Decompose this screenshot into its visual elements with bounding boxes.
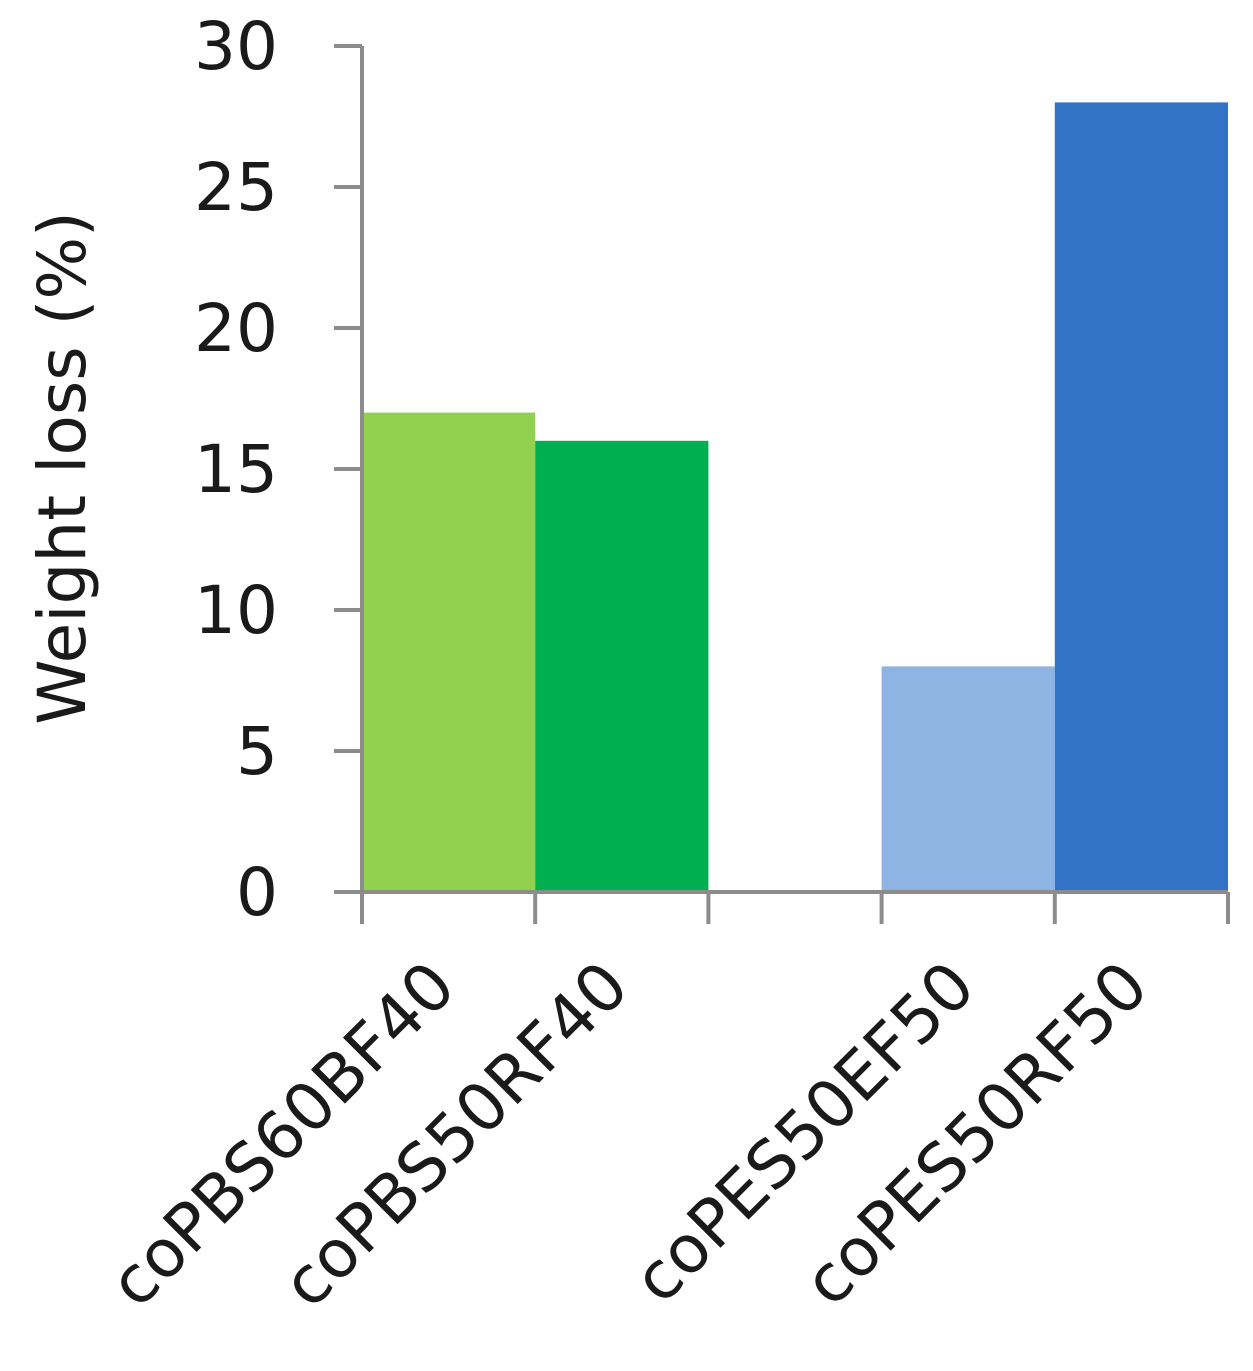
y-tick-label: 5 <box>236 713 278 790</box>
y-axis-title: Weight loss (%) <box>24 211 101 725</box>
bar-coPES50RF50 <box>1054 102 1228 892</box>
y-axis: 0 5 10 15 20 25 30 <box>194 8 364 931</box>
bar-coPES50EF50 <box>881 666 1055 892</box>
y-tick-label: 0 <box>236 854 278 931</box>
bar-coPBS50RF40 <box>535 440 709 892</box>
y-tick-label: 15 <box>194 431 278 508</box>
bars-group <box>362 102 1228 892</box>
y-tick-label: 10 <box>194 572 278 649</box>
y-tick-label: 20 <box>194 290 278 367</box>
x-axis: coPBS60BF40coPBS50RF40coPES50EF50coPES50… <box>95 890 1230 1323</box>
y-tick-label: 25 <box>194 149 278 226</box>
y-tick-label: 30 <box>194 8 278 85</box>
bar-coPBS60BF40 <box>362 412 536 892</box>
